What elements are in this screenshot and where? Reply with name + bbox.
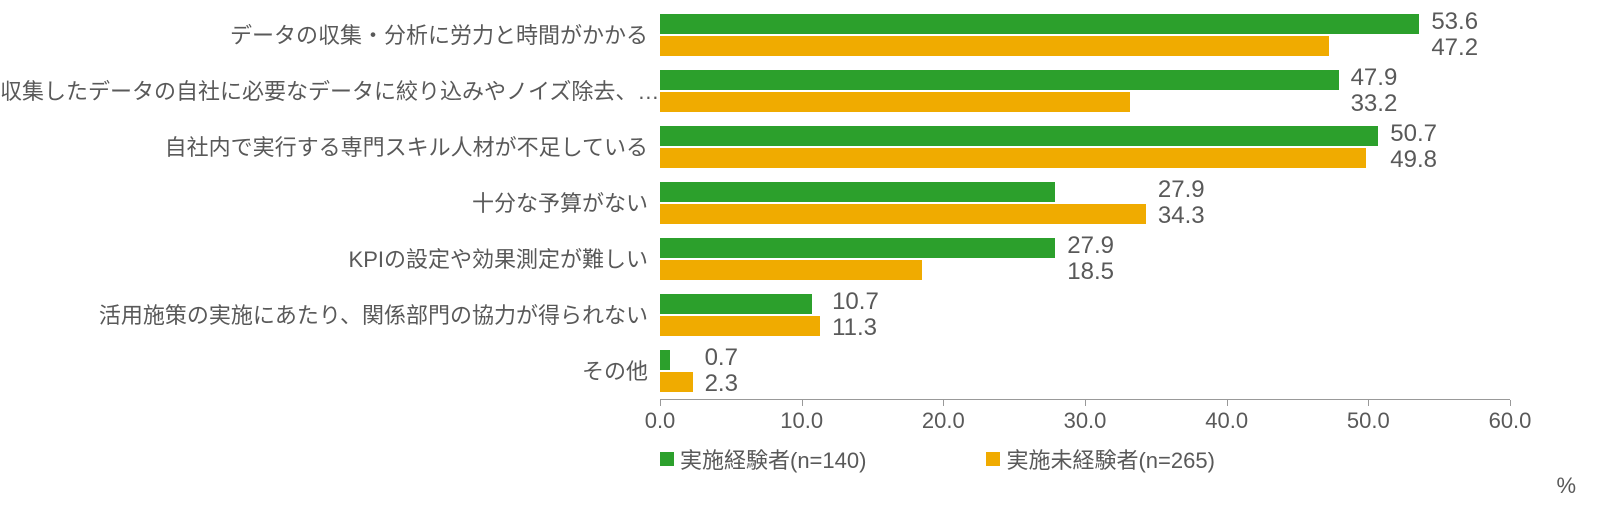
legend: 実施経験者(n=140) 実施未経験者(n=265) <box>660 443 1510 475</box>
x-tick-label: 0.0 <box>645 408 676 434</box>
axis-unit-label: % <box>1556 473 1576 499</box>
x-tick <box>1368 400 1369 406</box>
x-tick-label: 10.0 <box>780 408 823 434</box>
legend-item-b: 実施未経験者(n=265) <box>986 443 1214 475</box>
category-label: KPIの設定や効果測定が難しい <box>0 232 660 288</box>
category-label: データの収集・分析に労力と時間がかかる <box>0 8 660 64</box>
x-tick-label: 20.0 <box>922 408 965 434</box>
x-tick-label: 60.0 <box>1489 408 1532 434</box>
legend-item-a: 実施経験者(n=140) <box>660 443 866 475</box>
x-tick <box>1085 400 1086 406</box>
x-tick-labels: 0.010.020.030.040.050.060.0 <box>660 408 1510 438</box>
x-tick-label: 50.0 <box>1347 408 1390 434</box>
x-tick-label: 30.0 <box>1064 408 1107 434</box>
category-label: 自社内で実行する専門スキル人材が不足している <box>0 120 660 176</box>
category-label: 十分な予算がない <box>0 176 660 232</box>
x-tick <box>802 400 803 406</box>
legend-label-a: 実施経験者(n=140) <box>680 443 866 475</box>
x-tick-label: 40.0 <box>1205 408 1248 434</box>
legend-swatch-a <box>660 452 674 466</box>
x-tick <box>943 400 944 406</box>
plot-axis-area <box>660 8 1510 400</box>
category-label: 収集したデータの自社に必要なデータに絞り込みやノイズ除去、… <box>0 64 660 120</box>
grouped-hbar-chart: データの収集・分析に労力と時間がかかる53.647.2収集したデータの自社に必要… <box>0 8 1580 512</box>
legend-swatch-b <box>986 452 1000 466</box>
category-label: その他 <box>0 344 660 400</box>
x-tick <box>1227 400 1228 406</box>
x-tick <box>660 400 661 406</box>
category-label: 活用施策の実施にあたり、関係部門の協力が得られない <box>0 288 660 344</box>
x-tick <box>1510 400 1511 406</box>
legend-label-b: 実施未経験者(n=265) <box>1006 443 1214 475</box>
